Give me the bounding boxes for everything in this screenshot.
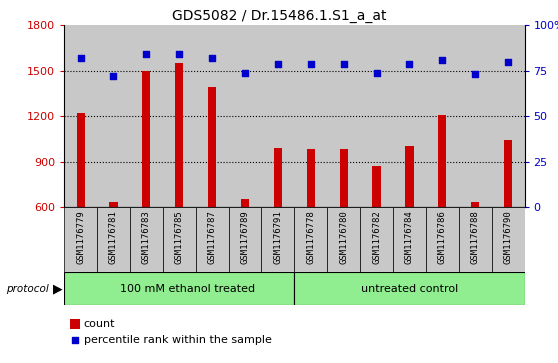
- Bar: [97, 25, 130, 207]
- Bar: [426, 25, 459, 207]
- Point: [208, 55, 217, 61]
- Bar: [426, 207, 459, 272]
- Bar: [196, 25, 229, 207]
- Text: GSM1176778: GSM1176778: [306, 210, 315, 264]
- Bar: [241, 199, 249, 207]
- Text: GSM1176786: GSM1176786: [438, 210, 447, 264]
- Text: percentile rank within the sample: percentile rank within the sample: [84, 335, 272, 346]
- Bar: [340, 150, 348, 207]
- Text: GSM1176782: GSM1176782: [372, 210, 381, 264]
- Bar: [130, 25, 163, 207]
- Point: [438, 57, 447, 63]
- Bar: [492, 207, 525, 272]
- Bar: [438, 115, 446, 207]
- Point: [405, 61, 414, 66]
- Bar: [327, 25, 360, 207]
- Point: [175, 52, 184, 57]
- Point: [109, 73, 118, 79]
- Bar: [208, 87, 217, 207]
- Bar: [459, 207, 492, 272]
- Bar: [163, 207, 196, 272]
- Point: [339, 61, 348, 66]
- Bar: [492, 25, 525, 207]
- Bar: [142, 71, 151, 207]
- Text: count: count: [84, 319, 115, 329]
- Bar: [393, 25, 426, 207]
- Text: 100 mM ethanol treated: 100 mM ethanol treated: [120, 284, 255, 294]
- Bar: [229, 207, 262, 272]
- Bar: [109, 202, 118, 207]
- Bar: [76, 113, 85, 207]
- Bar: [405, 146, 413, 207]
- Point: [273, 61, 282, 66]
- Bar: [360, 25, 393, 207]
- Text: GSM1176788: GSM1176788: [471, 210, 480, 264]
- Bar: [295, 207, 327, 272]
- Text: GSM1176783: GSM1176783: [142, 210, 151, 264]
- Bar: [274, 148, 282, 207]
- Point: [142, 52, 151, 57]
- Bar: [471, 201, 479, 207]
- Point: [504, 59, 513, 65]
- Bar: [262, 25, 295, 207]
- Bar: [130, 207, 163, 272]
- Text: GSM1176780: GSM1176780: [339, 210, 348, 264]
- Text: GSM1176791: GSM1176791: [273, 210, 282, 264]
- Text: GSM1176785: GSM1176785: [175, 210, 184, 264]
- Bar: [97, 207, 130, 272]
- Bar: [295, 25, 327, 207]
- Text: GSM1176789: GSM1176789: [240, 210, 249, 264]
- Text: GSM1176781: GSM1176781: [109, 210, 118, 264]
- Bar: [504, 140, 512, 207]
- Bar: [64, 272, 294, 305]
- Point: [372, 70, 381, 76]
- Bar: [459, 25, 492, 207]
- Point: [471, 72, 480, 77]
- Text: ▶: ▶: [53, 282, 62, 295]
- Text: GSM1176790: GSM1176790: [503, 210, 513, 264]
- Text: protocol: protocol: [6, 284, 49, 294]
- Bar: [196, 207, 229, 272]
- Bar: [327, 207, 360, 272]
- Point: [240, 70, 249, 76]
- Bar: [360, 207, 393, 272]
- Point: [71, 337, 80, 343]
- Text: untreated control: untreated control: [361, 284, 458, 294]
- Text: GSM1176779: GSM1176779: [76, 210, 85, 264]
- Point: [306, 61, 315, 66]
- Text: GSM1176787: GSM1176787: [208, 210, 217, 264]
- Bar: [372, 166, 381, 207]
- Point: [76, 55, 85, 61]
- Bar: [295, 272, 525, 305]
- Bar: [175, 63, 184, 207]
- Bar: [64, 25, 97, 207]
- Text: GSM1176784: GSM1176784: [405, 210, 414, 264]
- Bar: [262, 207, 295, 272]
- Text: GDS5082 / Dr.15486.1.S1_a_at: GDS5082 / Dr.15486.1.S1_a_at: [172, 9, 386, 23]
- Bar: [229, 25, 262, 207]
- Bar: [64, 207, 97, 272]
- Bar: [393, 207, 426, 272]
- Bar: [163, 25, 196, 207]
- Bar: [307, 150, 315, 207]
